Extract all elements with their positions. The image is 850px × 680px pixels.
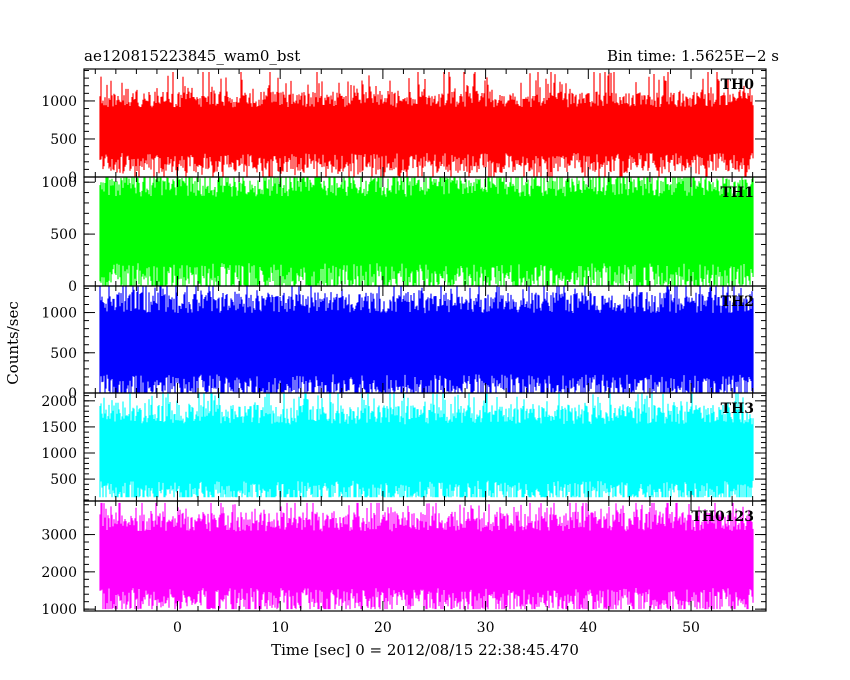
x-axis-label: Time [sec] 0 = 2012/08/15 22:38:45.470 [271,641,579,659]
panel-th2-label: TH2 [721,294,754,310]
series-th0-curve [99,72,754,177]
x-tick-label: 30 [477,620,495,636]
panel-th0-label: TH0 [721,77,755,93]
series-th1-curve [99,177,754,286]
y-axis-label: Counts/sec [4,301,22,385]
y-tick-label: 500 [50,472,77,488]
y-tick-label: 2000 [41,394,77,410]
x-tick-label: 10 [271,620,289,636]
series-th3-curve [99,393,754,498]
y-tick-label: 2000 [41,565,77,581]
y-tick-label: 500 [50,346,77,362]
y-tick-label: 500 [50,227,77,243]
y-tick-label: 0 [68,386,77,402]
y-tick-label: 1000 [41,306,77,322]
y-tick-label: 0 [68,279,77,295]
panel-th0123-frame [83,500,767,612]
y-tick-label: 1000 [41,602,77,618]
panels-group: 05001000TH005001000TH105001000TH25001000… [41,68,767,636]
chart-title-right: Bin time: 1.5625E−2 s [607,47,779,65]
series-th2-curve [99,286,754,393]
y-tick-label: 0 [68,170,77,186]
panel-th3-label: TH3 [721,401,754,417]
y-tick-label: 1000 [41,94,77,110]
y-tick-label: 500 [50,132,77,148]
x-tick-label: 50 [682,620,700,636]
x-tick-label: 0 [173,620,182,636]
x-tick-label: 20 [374,620,392,636]
y-tick-label: 1000 [41,175,77,191]
y-tick-label: 1500 [41,420,77,436]
panel-th0123-label: TH0123 [691,509,754,525]
x-tick-label: 40 [579,620,597,636]
panel-th1-label: TH1 [721,185,754,201]
y-tick-label: 1000 [41,446,77,462]
y-tick-label: 3000 [41,528,77,544]
chart-title-left: ae120815223845_wam0_bst [84,47,300,65]
series-th0123-curve [99,502,754,610]
